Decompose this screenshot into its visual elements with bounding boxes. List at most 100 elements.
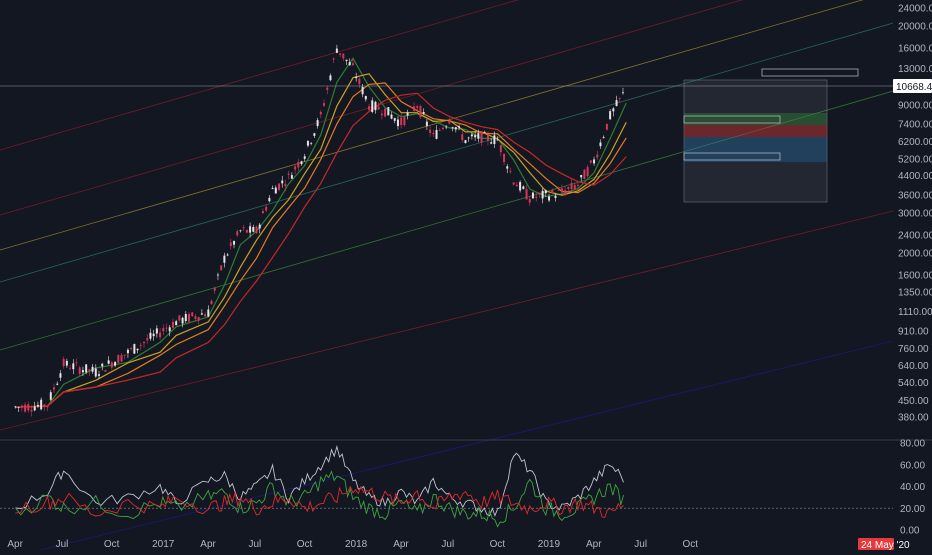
channel-line [0,0,743,216]
candle-body [355,77,358,79]
candle-body [618,97,621,99]
candle-body [586,167,589,177]
candle-body [91,366,94,372]
candle-body [409,106,412,108]
candle-body [480,131,483,143]
candle-body [583,169,586,180]
price-tick-label: 7400.00 [898,120,932,131]
parallel-channel-lines [0,0,894,555]
candle-body [49,392,52,400]
candle-body [130,348,133,349]
candle-body [390,114,393,119]
fib-zone-blue [684,137,827,162]
price-tick-label: 6200.00 [898,137,932,148]
channel-line [0,90,894,351]
candle-body [522,186,525,189]
candle-body [519,182,522,191]
candle-body [242,227,245,229]
candle-body [493,135,496,144]
price-tick-label: 16000.00 [898,44,932,55]
candle-body [110,362,113,368]
candle-body [525,188,528,200]
time-tick-label: 2017 [152,539,175,550]
candle-body [85,364,88,373]
candle-body [380,113,383,116]
price-tick-label: 2000.00 [898,249,932,260]
candle-body [483,131,486,133]
candle-body [425,121,428,126]
fibonacci-retracement-box[interactable] [683,68,859,203]
candle-body [326,87,329,90]
time-tick-label: Jul [634,539,647,550]
candle-body [210,300,213,305]
candle-body [580,175,583,178]
candle-body [213,287,216,291]
price-tick-label: 5200.00 [898,154,932,165]
price-axis[interactable]: 24000.00 20000.00 16000.00 13000.00 9000.00 7… [898,4,932,424]
oscillator-tick-label: 20.00 [900,504,925,515]
candle-body [393,118,396,121]
candle-body [120,355,123,362]
candle-body [310,142,313,144]
candle-body [464,140,467,144]
current-date-label: 24 May '20 [861,540,910,550]
candle-body [490,142,493,144]
oscillator-axis[interactable]: 80.00 60.00 40.00 20.00 0.00 [900,439,925,537]
candle-body [515,184,518,187]
candle-body [329,75,332,81]
candle-body [104,370,107,372]
candle-body [274,187,277,194]
candle-body [499,145,502,153]
candle-body [541,190,544,199]
candle-body [596,154,599,158]
candle-body [281,180,284,184]
candle-body [319,111,322,115]
candle-body [512,182,515,185]
candle-body [538,192,541,195]
candle-body [20,405,23,408]
candle-body [567,187,570,189]
target-box [683,152,781,161]
price-tick-label: 1110.00 [898,307,932,318]
oscillator-line [15,444,624,517]
candle-body [535,196,538,198]
time-tick-label: Oct [104,539,120,550]
time-tick-label: Oct [490,539,506,550]
candle-body [294,166,297,170]
candle-body [136,348,139,351]
candle-body [477,133,480,139]
candle-body [557,189,560,191]
candle-body [496,139,499,141]
candle-body [348,62,351,66]
candle-body [316,120,319,127]
candle-body [152,333,155,337]
moving-average-line [15,82,627,408]
oscillator-tick-label: 0.00 [900,526,920,537]
candle-body [531,192,534,199]
candle-body [126,349,129,354]
time-axis[interactable]: Apr Jul Oct 2017 Apr Jul Oct 2018 Apr Jul Oct 2019 A… [7,539,698,550]
candle-body [236,231,239,236]
oscillator-line [15,470,624,528]
candle-body [554,196,557,198]
moving-average-line [15,92,627,408]
candle-body [300,161,303,165]
candle-body [284,184,287,187]
candle-body [165,327,168,329]
price-tick-label: 910.00 [898,326,929,337]
candle-body [432,133,435,135]
candle-body [486,134,489,141]
candle-body [576,184,579,186]
price-tick-label: 1600.00 [898,271,932,282]
channel-line [18,340,894,555]
candle-body [593,159,596,164]
moving-average-line [15,73,627,408]
price-tick-label: 1350.00 [898,288,932,299]
candle-body [306,140,309,146]
price-tick-label: 24000.00 [898,4,932,15]
candle-body [133,344,136,354]
time-tick-label: Jul [441,539,454,550]
candle-body [181,317,184,324]
